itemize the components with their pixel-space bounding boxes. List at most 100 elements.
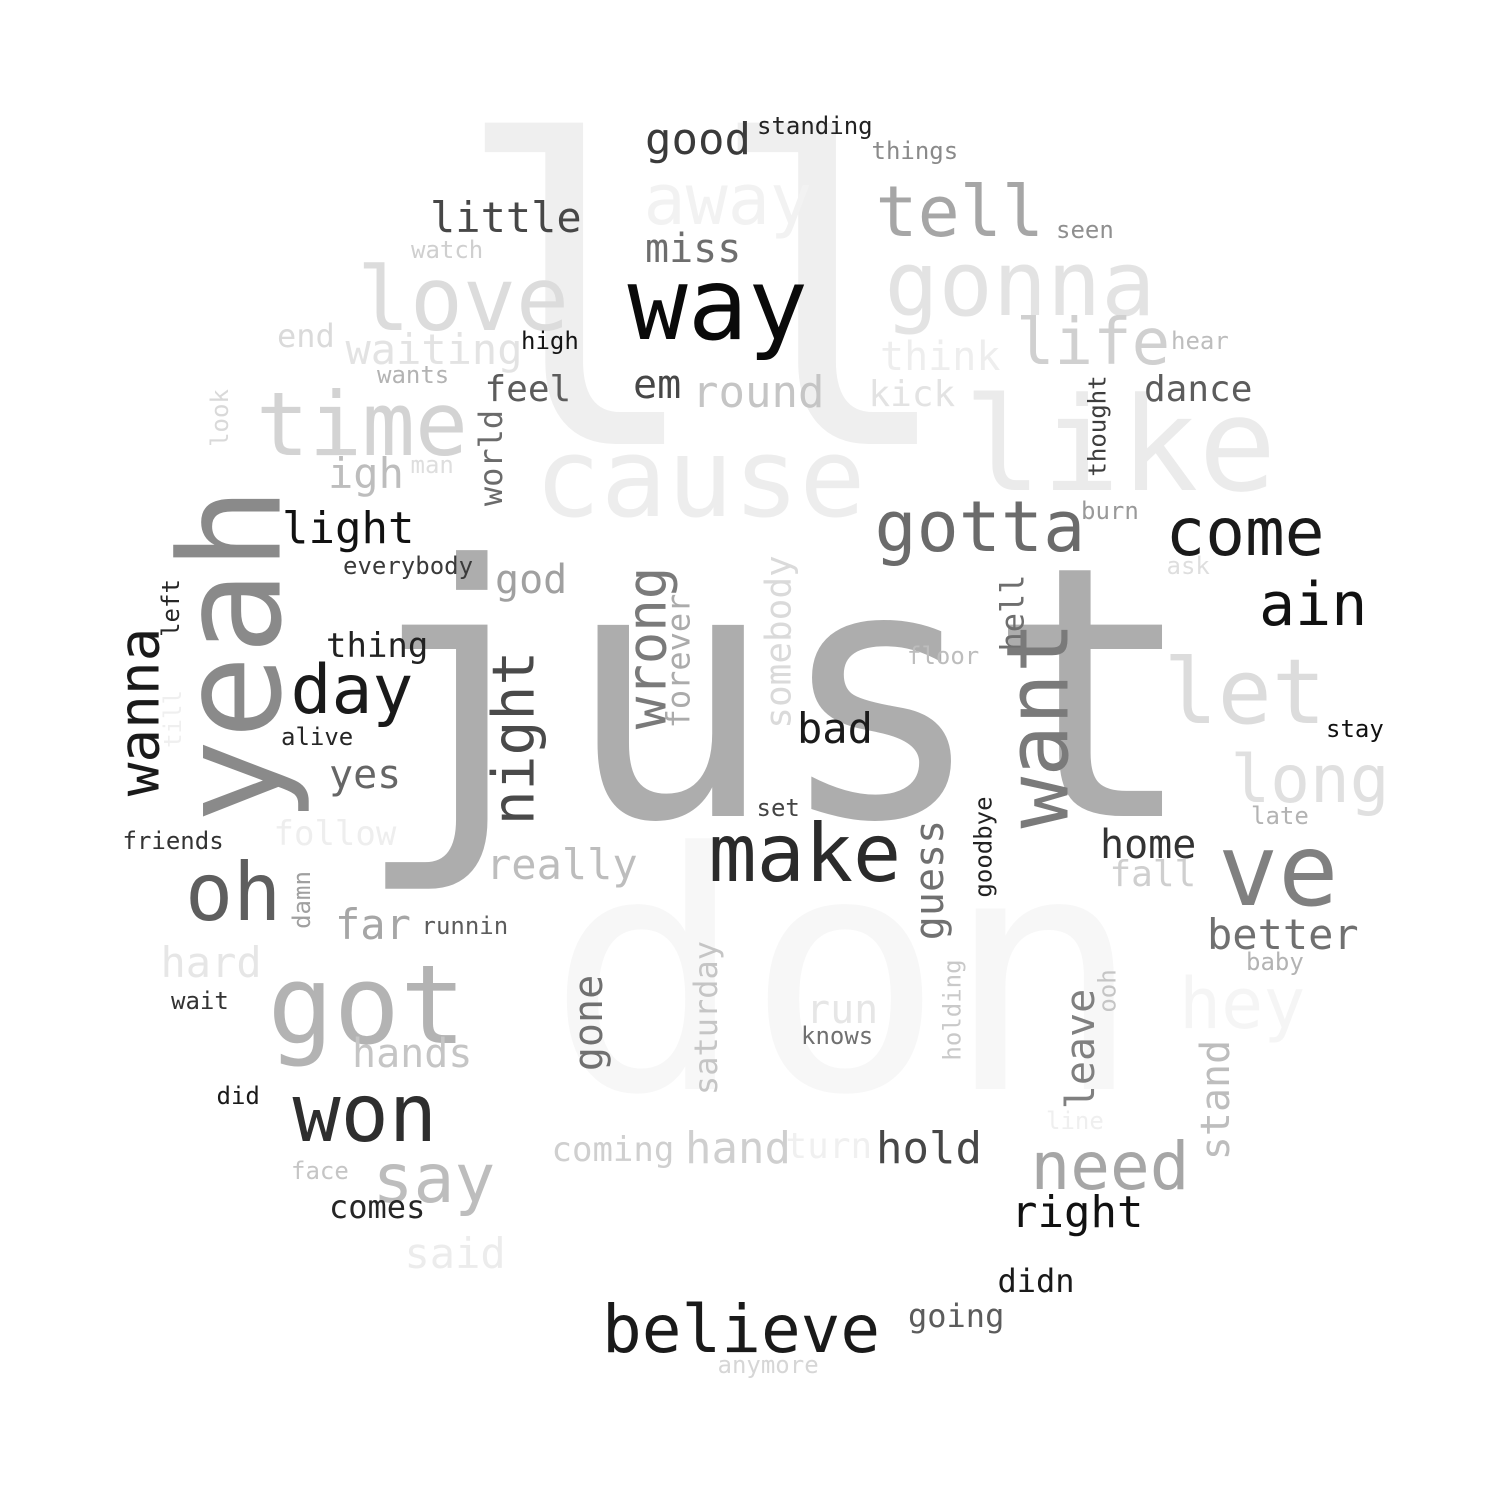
word-long: long (1230, 741, 1390, 818)
word-anymore: anymore (717, 1351, 819, 1379)
word-won: won (292, 1067, 438, 1160)
word-thought: thought (1083, 375, 1112, 477)
word-hold: hold (876, 1123, 982, 1174)
word-em: em (633, 362, 682, 408)
word-knows: knows (801, 1022, 874, 1050)
word-end: end (277, 317, 335, 355)
word-good: good (645, 114, 751, 165)
word-forever: forever (658, 593, 697, 729)
word-guess: guess (907, 819, 954, 941)
word-bad: bad (797, 704, 873, 753)
word-need: need (1030, 1128, 1190, 1205)
word-wants: wants (377, 361, 450, 389)
word-little: little (430, 193, 582, 242)
word-comes: comes (329, 1188, 426, 1226)
word-god: god (495, 557, 568, 603)
word-stand: stand (1193, 1039, 1240, 1161)
word-love: love (357, 248, 569, 351)
word-follow: follow (273, 814, 397, 854)
word-stay: stay (1326, 715, 1384, 743)
word-standing: standing (757, 112, 873, 140)
word-watch: watch (411, 236, 484, 264)
word-home: home (1100, 822, 1197, 868)
word-line: line (1046, 1107, 1104, 1135)
word-somebody: somebody (758, 555, 800, 729)
word-oh: oh (185, 846, 282, 939)
word-far: far (335, 900, 411, 949)
word-floor: floor (907, 642, 980, 670)
word-till: till (158, 690, 187, 748)
word-going: going (908, 1297, 1005, 1335)
word-baby: baby (1246, 948, 1304, 976)
word-want: want (988, 621, 1089, 829)
word-hey: hey (1179, 963, 1306, 1045)
word-feel: feel (484, 369, 572, 410)
word-like: like (963, 369, 1277, 521)
word-gone: gone (566, 974, 613, 1072)
word-got: got (267, 941, 467, 1069)
word-ask: ask (1166, 552, 1210, 580)
word-come: come (1165, 494, 1325, 571)
word-hard: hard (160, 938, 262, 987)
word-time: time (256, 373, 468, 476)
word-face: face (291, 1157, 349, 1185)
word-ll: ll (452, 55, 958, 544)
word-hear: hear (1171, 327, 1229, 355)
word-seen: seen (1056, 216, 1114, 244)
word-ain: ain (1259, 570, 1368, 640)
word-miss: miss (645, 226, 742, 272)
word-let: let (1163, 640, 1327, 745)
word-goodbye: goodbye (969, 796, 998, 898)
word-believe: believe (602, 1291, 881, 1368)
word-dance: dance (1144, 369, 1253, 410)
word-waiting: waiting (345, 325, 523, 374)
word-didn: didn (997, 1262, 1075, 1300)
word-thing: thing (326, 626, 429, 666)
word-friends: friends (122, 827, 224, 855)
word-ve: ve (1218, 812, 1339, 929)
word-leave: leave (1058, 988, 1105, 1110)
word-wait: wait (171, 987, 229, 1015)
word-turn: turn (785, 1126, 873, 1167)
word-late: late (1251, 802, 1309, 830)
word-saturday: saturday (687, 940, 726, 1096)
word-burn: burn (1081, 497, 1139, 525)
word-did: did (216, 1082, 260, 1110)
word-think: think (880, 334, 1001, 380)
word-gonna: gonna (884, 232, 1156, 337)
word-just: just (353, 491, 1197, 899)
word-world: world (472, 409, 511, 507)
word-tell: tell (875, 171, 1045, 253)
word-right: right (1011, 1187, 1144, 1238)
word-don: don (547, 783, 1144, 1167)
word-said: said (404, 1229, 506, 1278)
word-things: things (871, 137, 959, 165)
word-set: set (756, 794, 800, 822)
word-high: high (521, 327, 579, 355)
word-look: look (205, 389, 234, 447)
word-damn: damn (287, 871, 316, 929)
word-man: man (410, 451, 454, 479)
word-coming: coming (551, 1130, 675, 1170)
word-runnin: runnin (421, 912, 509, 940)
word-hands: hands (352, 1031, 473, 1077)
word-hand: hand (685, 1123, 791, 1174)
word-igh: igh (328, 449, 404, 498)
word-really: really (486, 840, 638, 889)
word-cause: cause (534, 414, 866, 542)
word-everybody: everybody (343, 552, 474, 580)
word-yes: yes (329, 752, 402, 798)
word-life: life (1016, 306, 1171, 380)
word-make: make (708, 807, 902, 900)
word-light: light (282, 503, 415, 554)
word-holding: holding (938, 959, 967, 1061)
word-fall: fall (1109, 854, 1197, 895)
word-run: run (806, 987, 879, 1033)
word-gotta: gotta (874, 486, 1086, 568)
word-way: way (627, 246, 809, 363)
word-night: night (478, 650, 547, 826)
word-kick: kick (868, 374, 956, 415)
word-better: better (1207, 910, 1359, 959)
word-round: round (692, 367, 825, 418)
